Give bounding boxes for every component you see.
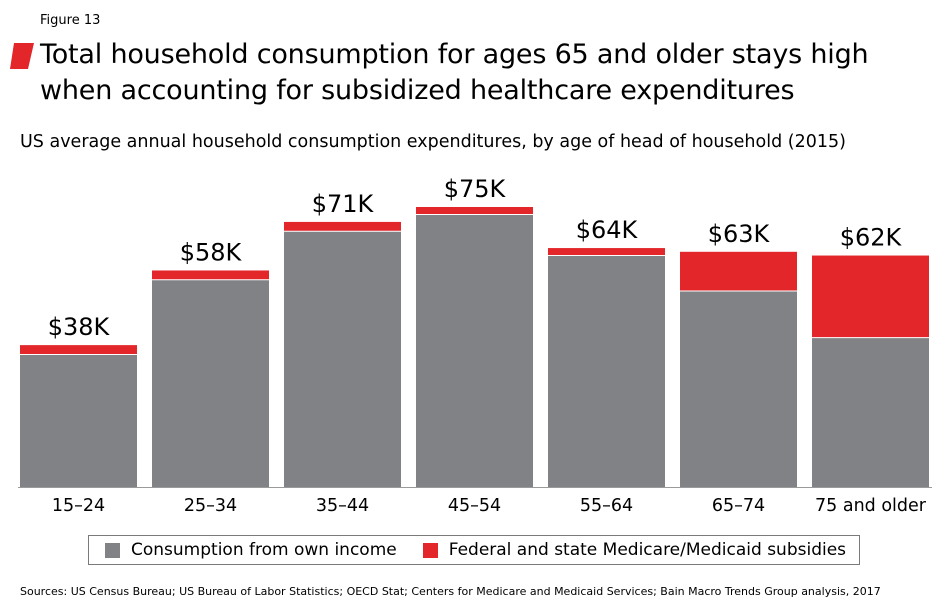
x-tick-label: 65–74 [712,496,765,516]
bar-segment-own-income [152,279,269,487]
bar-total-label: $58K [180,238,243,266]
x-tick-label: 45–54 [448,496,501,516]
legend: Consumption from own income Federal and … [88,535,860,565]
bar-total-label: $75K [444,175,507,203]
legend-item-own-income: Consumption from own income [105,540,397,560]
title-accent-shape [10,43,34,69]
x-tick-label: 25–34 [184,496,237,516]
bar-segment-subsidies [152,270,269,280]
bar-total-label: $62K [840,224,903,252]
legend-label-subsidies: Federal and state Medicare/Medicaid subs… [448,540,847,560]
legend-swatch-subsidies [422,542,438,558]
x-tick-label: 35–44 [316,496,369,516]
stacked-bar-chart: $38K 15–24 $58K 25–34 $71K 35–44 $75K 45–54 $64K… [18,175,932,516]
source-note: Sources: US Census Bureau; US Bureau of … [20,585,881,598]
bar-segment-own-income [416,214,533,487]
bar-segment-own-income [812,337,929,487]
bar-total-label: $38K [48,313,111,341]
bar-segment-subsidies [416,207,533,215]
legend-swatch-own-income [105,542,120,558]
bar-total-label: $63K [708,220,771,248]
bar-total-label: $71K [312,190,375,218]
bar-segment-subsidies [680,251,797,291]
x-tick-label: 75 and older [815,496,927,516]
chart-subtitle: US average annual household consumption … [20,132,846,152]
bar-segment-subsidies [20,345,137,355]
bar-segment-own-income [548,255,665,487]
title-accent-icon [10,43,34,69]
figure-label: Figure 13 [40,13,101,28]
x-tick-label: 15–24 [52,496,105,516]
bar-segment-own-income [680,291,797,487]
bar-total-label: $64K [576,216,639,244]
bar-segment-subsidies [548,248,665,256]
x-tick-label: 55–64 [580,496,633,516]
legend-label-own-income: Consumption from own income [131,540,397,560]
bar-segment-own-income [284,231,401,487]
legend-item-subsidies: Federal and state Medicare/Medicaid subs… [422,540,847,560]
bar-segment-subsidies [284,221,401,232]
bar-segment-subsidies [812,255,929,338]
bar-segment-own-income [20,354,137,487]
chart-title: Total household consumption for ages 65 … [40,39,869,106]
